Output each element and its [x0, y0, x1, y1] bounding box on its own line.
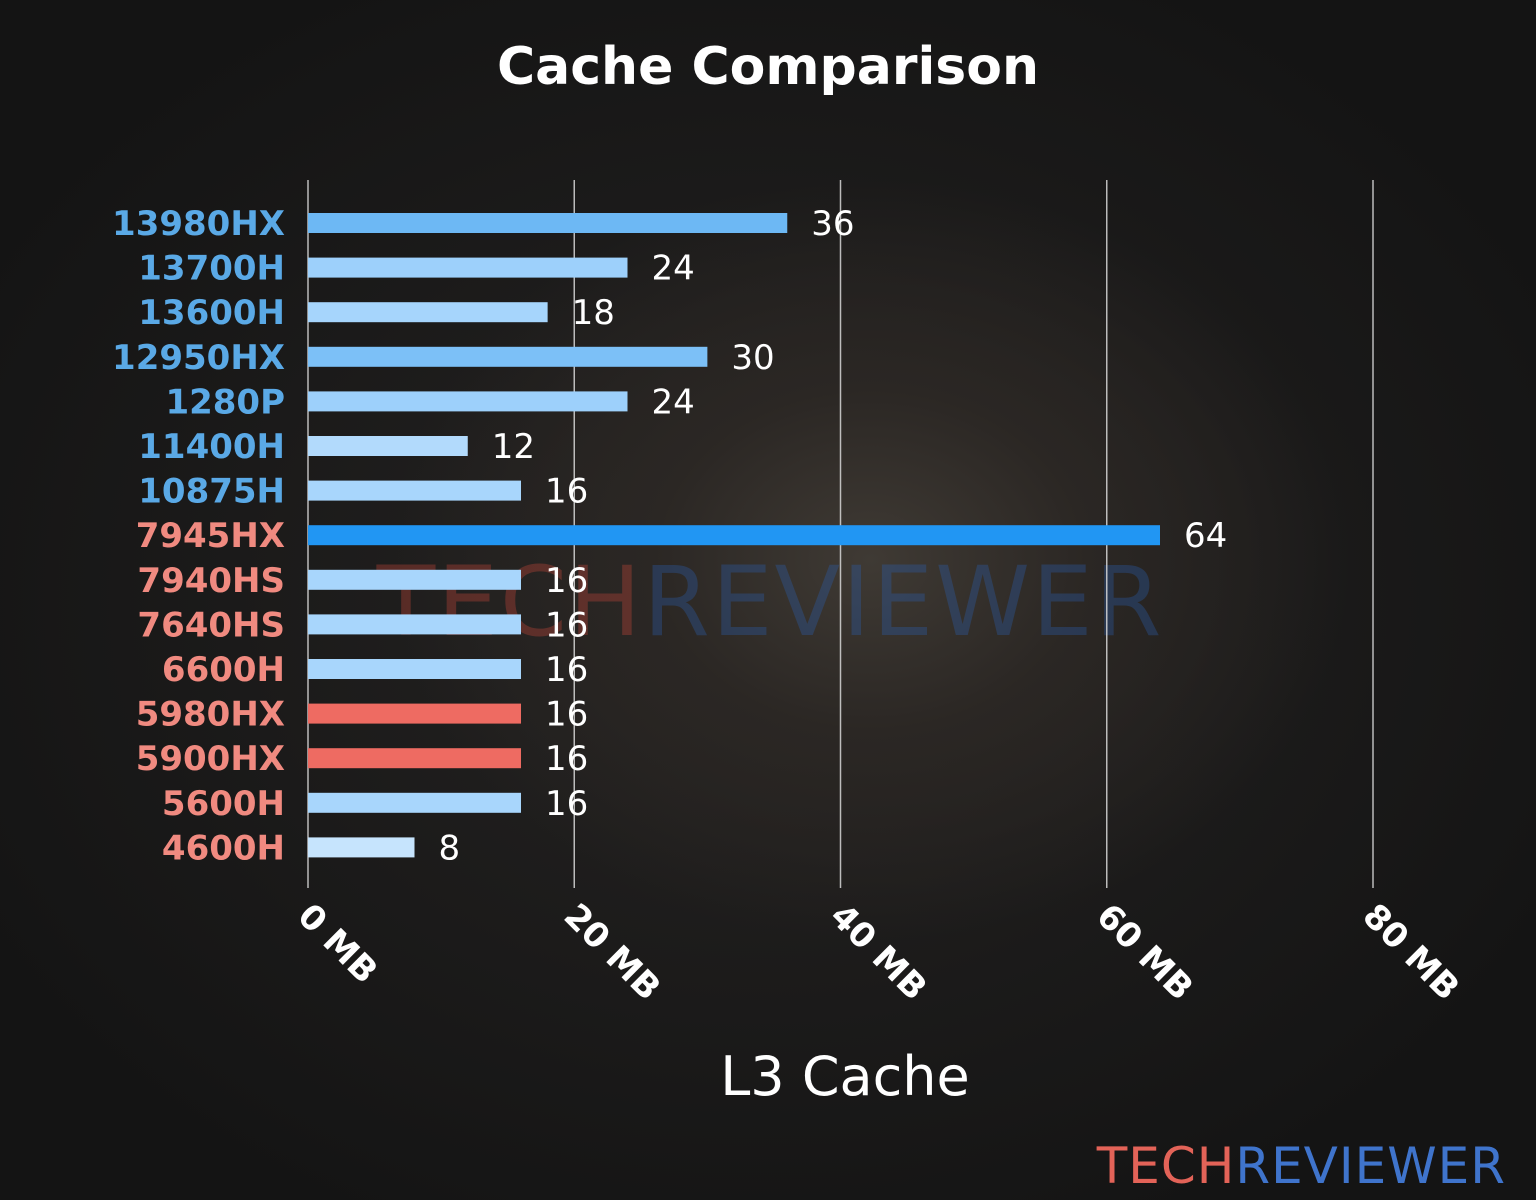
- bar: [308, 703, 521, 724]
- value-label: 18: [572, 293, 615, 333]
- value-label: 16: [545, 739, 588, 779]
- value-label: 16: [545, 650, 588, 690]
- value-label: 8: [439, 828, 461, 868]
- bar: [308, 748, 521, 769]
- value-label: 64: [1184, 516, 1227, 556]
- watermark-part-reviewer: REVIEWER: [643, 546, 1163, 658]
- category-label: 5600H: [162, 784, 285, 824]
- watermark-part-tech: TECH: [376, 546, 644, 658]
- value-label: 36: [811, 204, 854, 244]
- category-label: 1280P: [165, 382, 285, 422]
- bar: [308, 569, 521, 590]
- brand-logo-part-reviewer: REVIEWER: [1235, 1137, 1506, 1195]
- category-label: 12950HX: [112, 338, 285, 378]
- category-label: 4600H: [162, 828, 285, 868]
- category-label: 5900HX: [136, 739, 285, 779]
- watermark-logo: TECHREVIEWER: [376, 546, 1164, 658]
- x-tick-label: 60 MB: [1088, 896, 1200, 1008]
- x-tick-labels: 0 MB 20 MB 40 MB 60 MB 80 MB: [290, 896, 1467, 1008]
- x-tick-label: 20 MB: [556, 896, 668, 1008]
- value-label: 16: [545, 472, 588, 512]
- x-axis-label: L3 Cache: [720, 1045, 970, 1108]
- bar: [308, 257, 628, 278]
- bar: [308, 525, 1160, 546]
- bar: [308, 302, 548, 323]
- category-label: 6600H: [162, 650, 285, 690]
- bar: [308, 614, 521, 635]
- value-label: 24: [652, 382, 695, 422]
- bar: [308, 837, 415, 858]
- value-label: 30: [731, 338, 774, 378]
- category-label: 7945HX: [136, 516, 285, 556]
- chart-title: Cache Comparison: [497, 37, 1039, 97]
- x-tick-label: 0 MB: [290, 896, 386, 992]
- brand-logo-part-tech: TECH: [1096, 1137, 1236, 1195]
- bar: [308, 213, 788, 233]
- bar: [308, 792, 521, 813]
- value-label: 24: [652, 249, 695, 289]
- bar: [308, 391, 628, 412]
- bar: [308, 436, 468, 456]
- category-label: 7940HS: [137, 561, 285, 601]
- category-label: 13700H: [138, 249, 285, 289]
- value-label: 16: [545, 605, 588, 645]
- bars-group: [308, 213, 1160, 858]
- category-label: 7640HS: [137, 605, 285, 645]
- category-label: 13600H: [138, 293, 285, 333]
- bar: [308, 659, 521, 679]
- value-label: 16: [545, 695, 588, 735]
- category-label: 10875H: [138, 472, 285, 512]
- x-tick-label: 40 MB: [822, 896, 934, 1008]
- brand-logo: TECHREVIEWER: [1096, 1137, 1506, 1195]
- x-tick-label: 80 MB: [1355, 896, 1467, 1008]
- category-label: 13980HX: [112, 204, 285, 244]
- category-label: 11400H: [138, 427, 285, 467]
- bar: [308, 346, 708, 367]
- category-label: 5980HX: [136, 695, 285, 735]
- value-label: 16: [545, 784, 588, 824]
- value-label: 12: [492, 427, 535, 467]
- bar: [308, 480, 521, 501]
- value-label: 16: [545, 561, 588, 601]
